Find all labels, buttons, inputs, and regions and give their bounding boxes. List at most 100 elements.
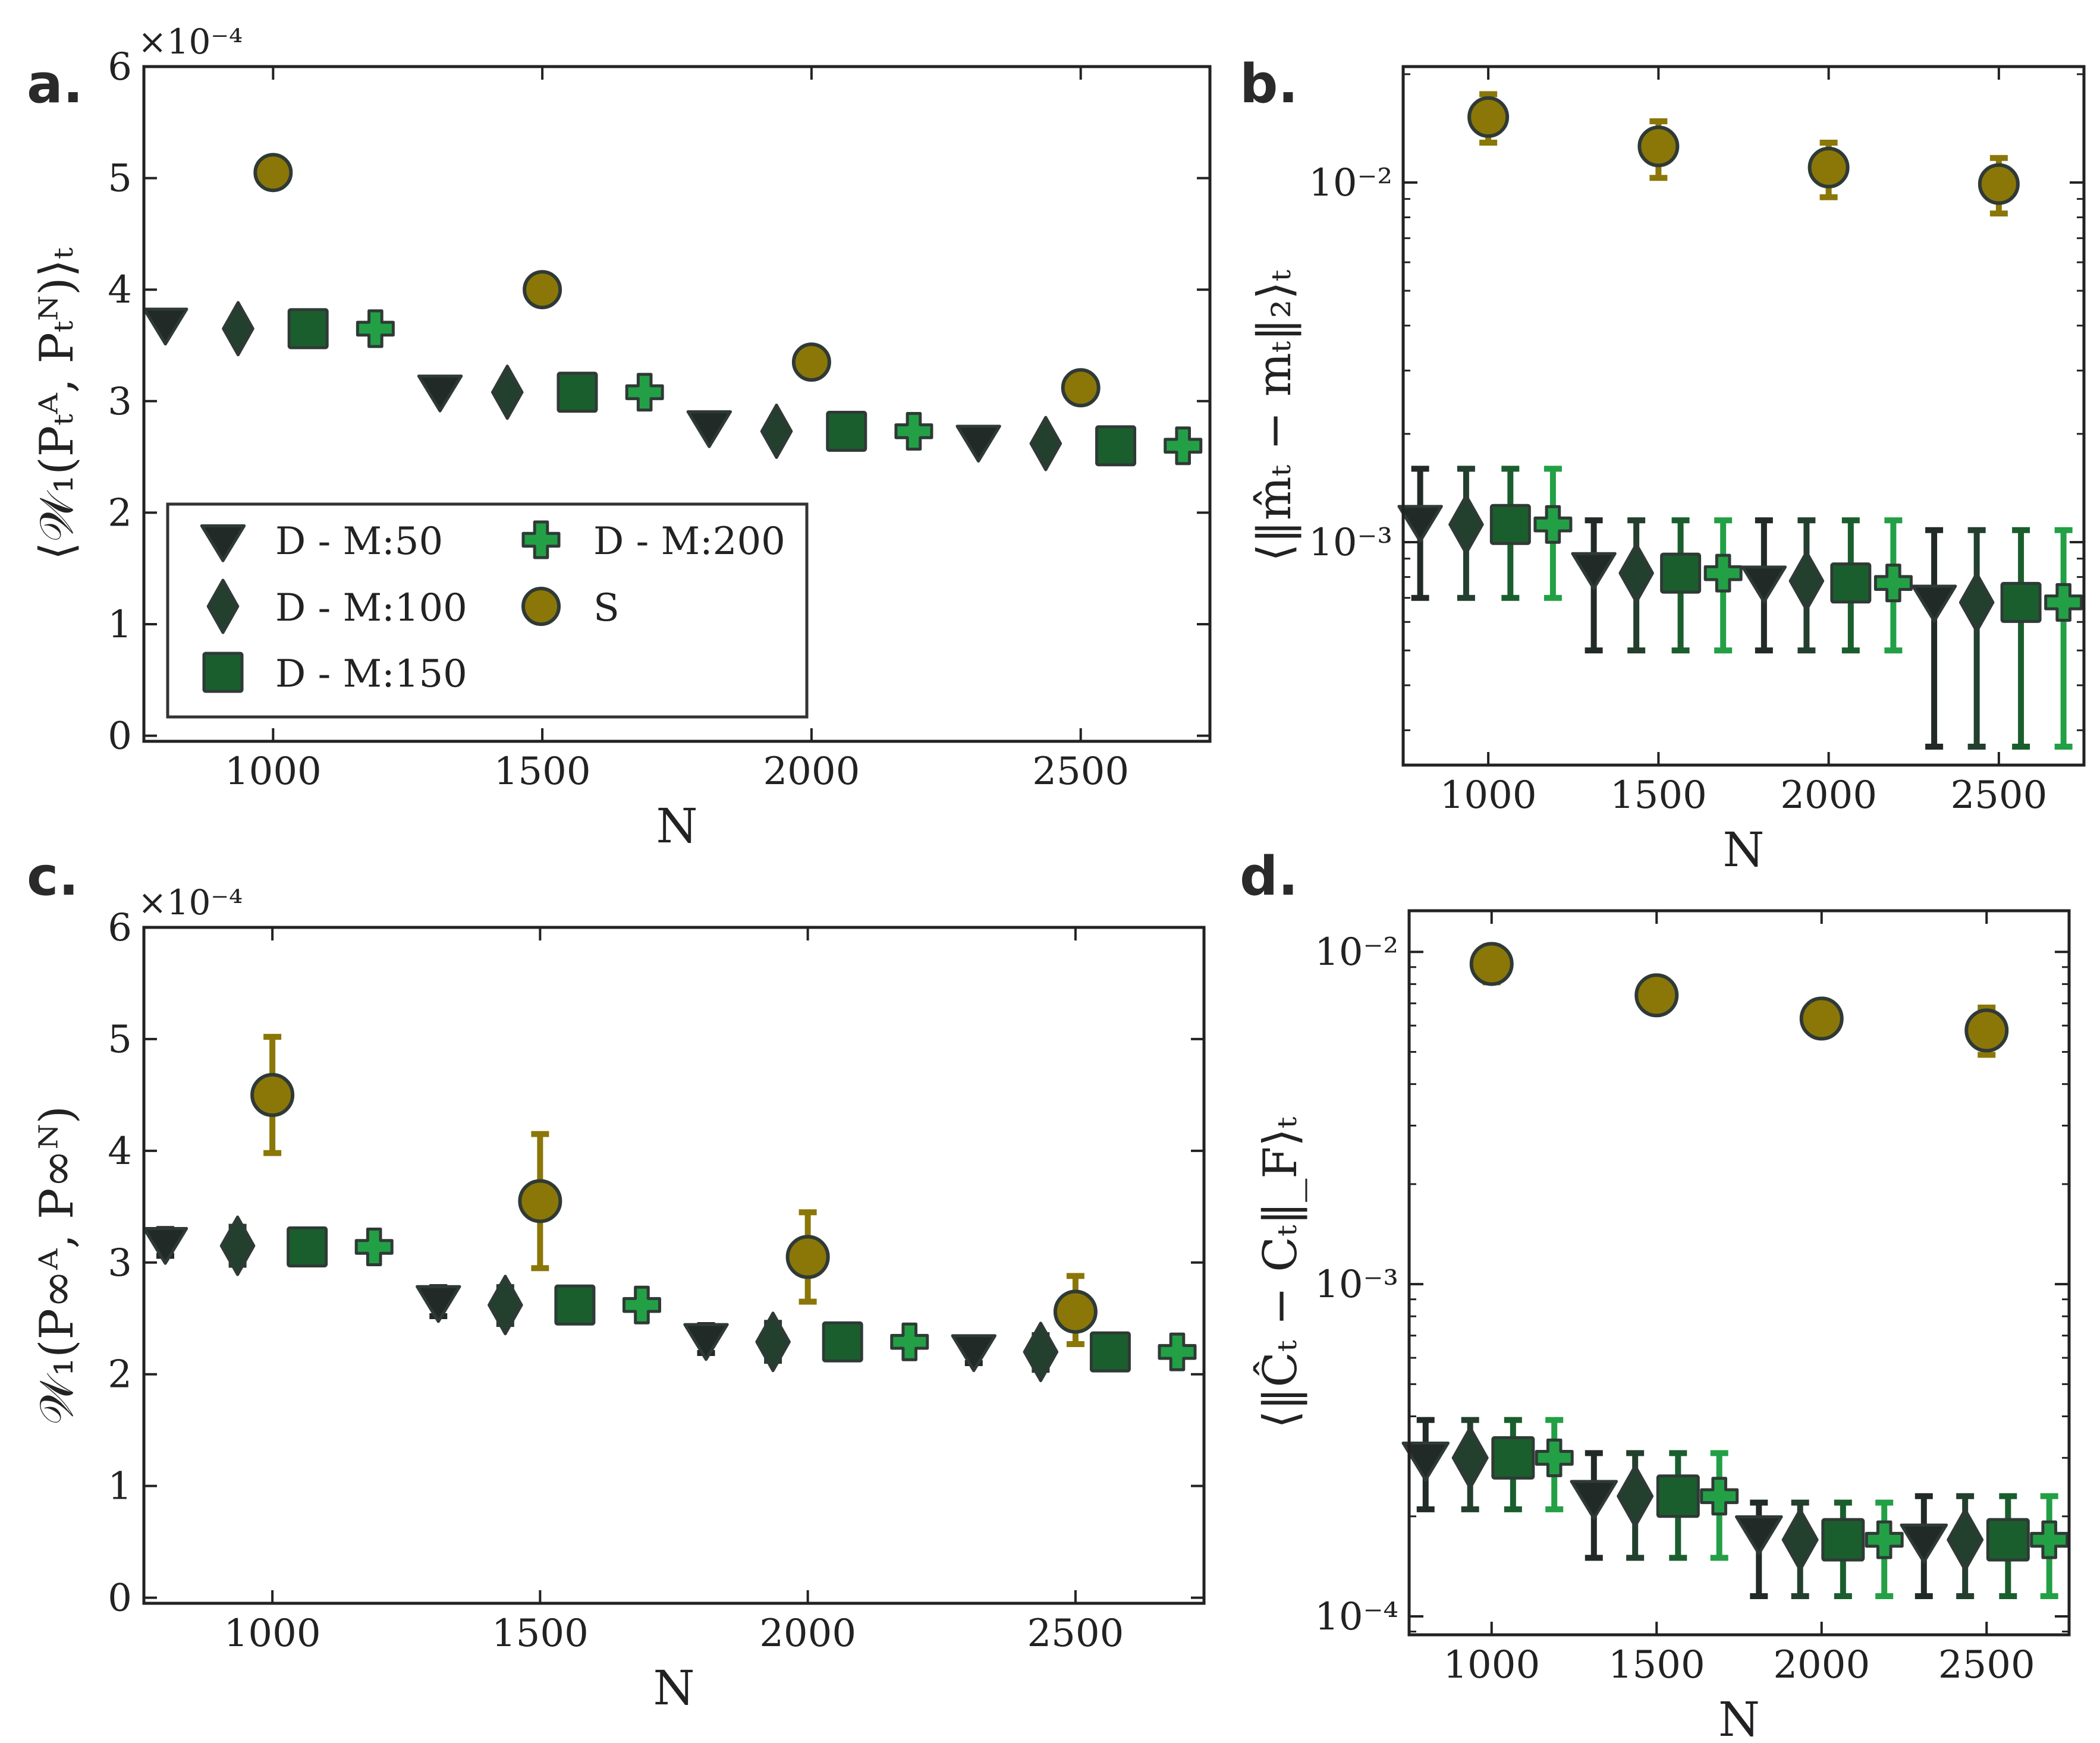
data-point [1700,1477,1739,1516]
data-point [894,411,933,451]
series-d-m-200 [1535,1417,2069,1600]
data-point [683,1323,729,1361]
data-point [755,1311,791,1373]
data-layer [142,1034,1197,1383]
legend-label: S [593,586,620,630]
data-point [1467,96,1510,138]
y-tick-label: 3 [108,1241,132,1285]
x-axis-label: N [1723,822,1765,877]
legend-box [166,502,809,719]
data-layer [1401,942,2069,1600]
data-point [1451,1426,1489,1490]
panel-d: d. 1000 1500 2000 2500 10⁻⁴ 10⁻³ 10⁻² N ⟨‖Ĉₜ − Cₜ… [1240,845,2071,1743]
series-d-m-50 [142,1226,996,1373]
data-point [1448,494,1484,555]
x-tick-label: 1500 [492,1612,589,1656]
legend-marker [200,524,246,562]
ticks: 1000 1500 2000 2500 0 1 2 3 4 5 6 [108,45,1210,794]
legend-marker [202,652,244,693]
data-point [1158,1332,1197,1371]
y-tick-label: 10⁻⁴ [1315,1595,1398,1639]
series-d-m-50 [143,307,1001,463]
series-d-m-100 [219,1215,1059,1383]
x-tick-label: 2000 [759,1612,856,1656]
data-point [1469,942,1514,986]
data-layer [143,153,1203,471]
data-point [356,309,395,348]
y-tick-label: 10⁻³ [1315,1263,1398,1307]
data-point [488,1275,523,1336]
data-point [760,403,793,459]
x-tick-label: 1000 [224,1612,321,1656]
y-axis-label: 𝒲₁(P∞ᴬ, P∞ᴺ) [30,1106,84,1425]
series-d-m-100 [1448,465,1995,750]
data-point [785,1235,830,1279]
data-point [1986,1518,2030,1562]
x-axis-label: N [653,1660,695,1716]
data-point [1741,565,1787,603]
y-tick-label: 1 [108,603,132,647]
y-tick-label: 5 [108,157,132,201]
data-point [143,307,188,346]
series-s [253,153,1101,408]
data-point [1491,1436,1535,1480]
data-point [1164,426,1203,465]
data-point [219,1215,256,1276]
series-d-m-100 [1451,1417,1984,1600]
legend-label: D - M:100 [275,586,467,630]
data-point [1489,504,1531,545]
data-point [1634,973,1679,1018]
data-point [416,1285,461,1323]
y-tick-label: 2 [108,1353,132,1397]
legend: D - M:50 D - M:100 D - M:150 D - M:200 S [166,502,809,719]
y-multiplier: ×10⁻⁴ [138,882,243,923]
legend-marker [521,520,561,559]
y-axis-label: ⟨‖m̂ₜ − mₜ‖₂⟩ₜ [1248,269,1302,561]
data-point [2030,1520,2069,1559]
error-bar [1925,527,1944,750]
data-point [1911,584,1957,623]
legend-marker [521,587,561,626]
y-tick-label: 6 [108,45,132,89]
plot-frame [1407,909,2071,1637]
data-point [557,372,598,413]
data-point [791,342,831,382]
legend-label: D - M:50 [275,520,443,564]
y-tick-label: 4 [108,268,132,312]
y-tick-label: 5 [108,1018,132,1062]
data-point [826,410,867,452]
data-point [1865,1520,1904,1559]
x-tick-label: 2500 [1950,773,2047,817]
data-point [625,373,664,412]
x-tick-label: 1500 [1610,773,1707,817]
data-point [523,270,562,310]
data-point [1735,1515,1783,1556]
data-point [1660,552,1702,594]
data-point [1703,553,1743,593]
data-point [518,1179,562,1223]
error-bar [2012,527,2030,750]
data-point [822,1321,863,1363]
x-tick-label: 2500 [1938,1643,2035,1687]
data-point [354,1227,394,1266]
x-tick-label: 1000 [1440,773,1537,817]
y-tick-label: 10⁻³ [1309,521,1392,565]
panel-label: b. [1240,53,1299,115]
error-bar [2054,527,2073,750]
data-point [1533,505,1573,544]
data-point [142,1227,188,1265]
data-point [417,375,463,413]
data-point [1656,1474,1700,1518]
data-point [1571,552,1617,590]
series-s [250,1034,1098,1347]
panel-b: b. 1000 1500 2000 2500 10⁻³ 10⁻² N ⟨‖m̂ₜ − mₜ‖₂⟩… [1240,53,2086,877]
series-d-m-150 [1491,1417,2030,1600]
panel-label: c. [27,845,79,908]
x-tick-label: 2500 [1027,1612,1124,1656]
y-tick-label: 1 [108,1465,132,1509]
x-tick-label: 2000 [1780,773,1877,817]
y-tick-label: 6 [108,906,132,950]
plot-frame [1401,65,2086,767]
y-tick-label: 4 [108,1130,132,1173]
data-point [1830,562,1872,604]
